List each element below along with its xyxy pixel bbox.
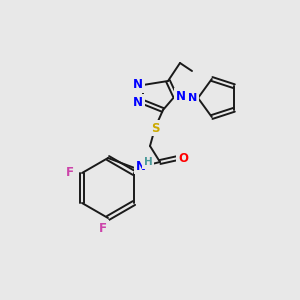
Text: N: N bbox=[133, 79, 143, 92]
Text: H: H bbox=[144, 157, 152, 167]
Text: N: N bbox=[188, 93, 198, 103]
Text: N: N bbox=[133, 95, 143, 109]
Text: F: F bbox=[66, 167, 74, 179]
Text: F: F bbox=[99, 221, 107, 235]
Text: N: N bbox=[176, 89, 186, 103]
Text: N: N bbox=[136, 160, 146, 172]
Text: O: O bbox=[178, 152, 188, 164]
Text: S: S bbox=[151, 122, 159, 134]
